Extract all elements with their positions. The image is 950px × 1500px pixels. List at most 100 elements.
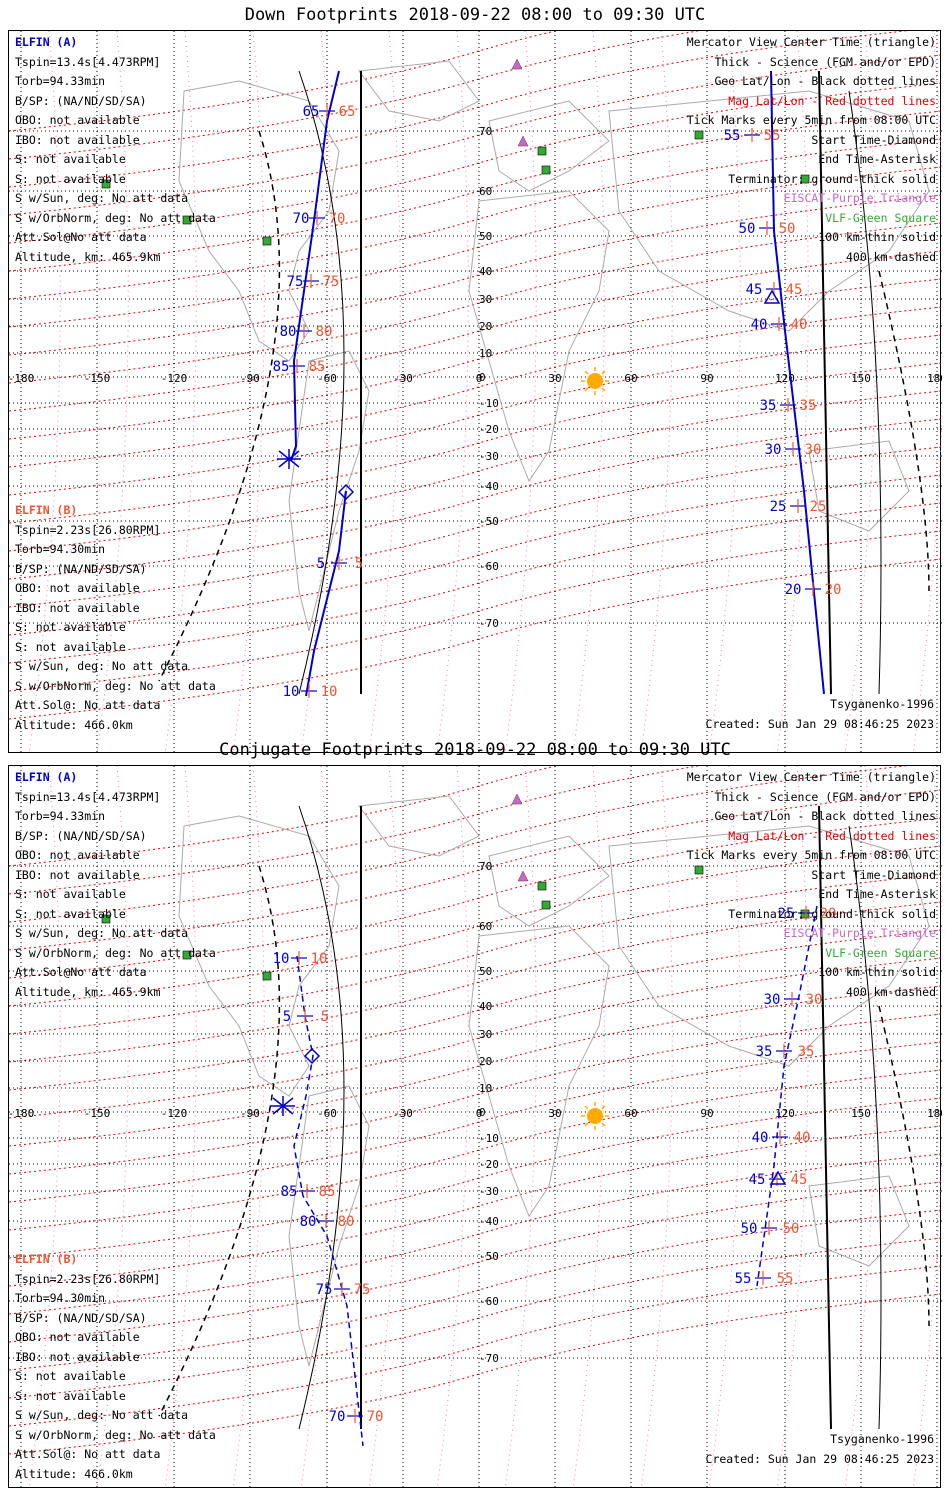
legend-entry: Start Time-Diamond <box>811 132 936 147</box>
elfin-a-line: Altitude, km: 465.9km <box>15 249 161 264</box>
track-time-label: 25 <box>770 499 787 515</box>
vlf-square <box>800 174 810 184</box>
track-time-label: 45 <box>746 282 763 298</box>
track-time-label-red: 75 <box>354 1282 371 1298</box>
panel1-map: -180-150-120-90-60-300306090120150180706… <box>9 31 942 754</box>
track-time-label: 65 <box>303 104 320 120</box>
lat-label: -70 <box>479 617 499 630</box>
track-time-label-red: 75 <box>323 274 340 290</box>
elfin-a-line: B/SP: (NA/ND/SD/SA) <box>15 93 147 108</box>
elfin-b-label: ELFIN (B) <box>15 503 78 517</box>
legend-entry: 400 km-dashed <box>845 984 936 999</box>
elfin-a-conj-track-east <box>756 905 818 1287</box>
vlf-square <box>101 914 111 924</box>
elfin-a-line: Tspin=13.4s[4.473RPM] <box>15 54 161 69</box>
track-time-label: 35 <box>756 1044 773 1060</box>
terminator-400km <box>158 865 281 1417</box>
vlf-square <box>541 165 551 175</box>
elfin-a-line: S: not available <box>15 171 126 186</box>
panel2-map-frame: -180 -150 -120 -90 -60 -30 0 30 60 90 120 150 180 70 6… <box>8 765 942 1489</box>
panel2-map: -180 -150 -120 -90 -60 -30 0 30 60 90 120 150 180 70 6… <box>9 766 942 1489</box>
track-time-label: 50 <box>741 1221 758 1237</box>
mag-lon-line <box>28 766 61 1489</box>
track-time-label: 5 <box>283 1009 291 1025</box>
coastline <box>358 795 480 857</box>
track-time-label-red: 35 <box>800 398 817 414</box>
elfin-a-conj-track <box>293 955 364 1447</box>
coastline <box>488 835 610 927</box>
mag-lon-line <box>844 31 877 754</box>
lat-label: -50 <box>479 515 499 528</box>
sun-ray <box>584 387 589 392</box>
mag-lat-line <box>9 362 942 524</box>
terminator-100km <box>848 825 882 1430</box>
coastline <box>488 100 610 192</box>
track-time-label-red: 20 <box>825 582 842 598</box>
mag-lon-line <box>912 31 942 754</box>
legend-entry: 100 km-thin solid <box>818 230 936 244</box>
legend-entry: VLF-Green Square <box>825 945 936 960</box>
vlf-square <box>541 900 551 910</box>
elfin-a-line: Torb=94.33min <box>15 74 106 88</box>
mag-lon-line <box>504 766 537 1489</box>
track-time-label-red: 80 <box>338 1214 355 1230</box>
lat-label: 40 <box>479 1000 492 1013</box>
mag-lon-line <box>96 31 129 754</box>
legend-entry: Thick - Science (FGM and/or EPD) <box>714 789 936 804</box>
lon-label: 60 <box>624 1107 637 1120</box>
lat-label: 40 <box>479 265 492 278</box>
coastline <box>288 350 370 632</box>
lon-label: 60 <box>624 372 637 385</box>
lon-label: -30 <box>393 1107 413 1120</box>
elfin-b-line: OBO: not available <box>15 581 140 595</box>
legend-entry: Tick Marks every 5min from 08:00 UTC <box>686 113 936 127</box>
coastline <box>468 190 610 483</box>
elfin-a-line: OBO: not available <box>15 113 140 127</box>
coastline <box>808 440 910 532</box>
legend-entry: Mag Lat/Lon - Red dotted lines <box>728 93 936 108</box>
lat-label: -40 <box>479 480 499 493</box>
track-time-label: 10 <box>283 684 300 700</box>
lon-label: -180 <box>9 372 34 385</box>
legend-entry: Terminator: ground-thick solid <box>728 171 936 186</box>
legend-entry: Terminator: ground-thick solid <box>728 906 936 921</box>
mag-lon-line <box>640 766 673 1489</box>
sun-ray <box>584 370 589 375</box>
track-time-label-red: 30 <box>805 442 822 458</box>
mag-lon-line <box>708 31 741 754</box>
elfin-b-line: S w/Sun, deg: No att data <box>15 659 189 673</box>
lat-label: -30 <box>479 1185 499 1198</box>
legend-entry: Start Time-Diamond <box>811 867 936 882</box>
terminator-line <box>818 70 832 695</box>
lat-label: 30 <box>479 1028 492 1041</box>
elfin-a-line: S: not available <box>15 152 126 166</box>
lon-label: 30 <box>548 1107 561 1120</box>
elfin-b-line: Att.Sol@: No att data <box>15 698 161 712</box>
terminator-400km <box>878 270 930 592</box>
sun-ray <box>601 1122 606 1127</box>
elfin-a-line: Att.Sol@No att data <box>15 965 147 979</box>
lon-label: 180 <box>927 1107 942 1120</box>
track-time-label: 40 <box>752 1130 769 1146</box>
lon-label: 90 <box>700 1107 713 1120</box>
elfin-b-line: Altitude: 466.0km <box>15 717 133 732</box>
coastline <box>178 815 340 1097</box>
track-time-label-red: 80 <box>316 324 333 340</box>
panel2-footer: Tsyganenko-1996 Created: Sun Jan 29 08:4… <box>706 1430 934 1469</box>
panel1-footer: Tsyganenko-1996 Created: Sun Jan 29 08:4… <box>706 695 934 734</box>
lon-label: -150 <box>84 1107 111 1120</box>
elfin-b-line: S: not available <box>15 1388 126 1403</box>
lat-label: -10 <box>479 1132 499 1145</box>
start-diamond <box>303 1047 321 1065</box>
lon-label: 30 <box>548 372 561 385</box>
track-time-label: 70 <box>329 1409 346 1425</box>
coastline <box>468 925 610 1218</box>
elfin-a-line: OBO: not available <box>15 848 140 862</box>
legend-entry: Mercator View Center Time (triangle) <box>686 35 936 49</box>
terminator-100km <box>848 90 882 695</box>
track-time-label-red: 10 <box>311 951 328 967</box>
lon-label: -90 <box>240 1107 260 1120</box>
mag-lat-line <box>9 985 942 1147</box>
mag-lon-line <box>300 31 333 754</box>
panel1-title: Down Footprints 2018-09-22 08:00 to 09:3… <box>244 5 706 25</box>
